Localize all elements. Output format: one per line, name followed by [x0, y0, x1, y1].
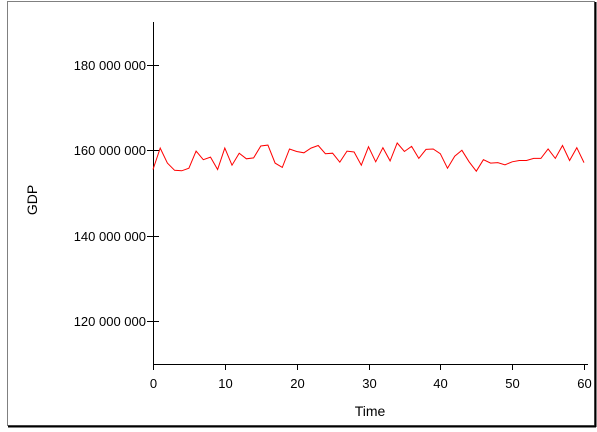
x-axis-title: Time [355, 403, 386, 419]
y-tick-label: 160 000 000 [74, 143, 146, 158]
y-tick-label: 120 000 000 [74, 314, 146, 329]
x-axis-ticks: 0 10 20 30 40 50 60 [150, 364, 592, 391]
x-tick-label: 20 [290, 376, 304, 391]
series-line-0 [152, 142, 585, 173]
y-tick-label: 180 000 000 [74, 58, 146, 73]
x-tick-label: 30 [362, 376, 376, 391]
x-tick-label: 0 [150, 376, 157, 391]
series-layer [152, 142, 585, 173]
x-tick-label: 40 [433, 376, 447, 391]
x-tick-label: 50 [505, 376, 519, 391]
y-tick-label: 140 000 000 [74, 229, 146, 244]
y-axis-ticks: 120 000 000 140 000 000 160 000 000 180 000… [74, 58, 159, 329]
x-tick-label: 10 [218, 376, 232, 391]
y-axis-title: GDP [24, 185, 40, 215]
chart-frame [7, 1, 595, 426]
x-tick-label: 60 [577, 376, 591, 391]
